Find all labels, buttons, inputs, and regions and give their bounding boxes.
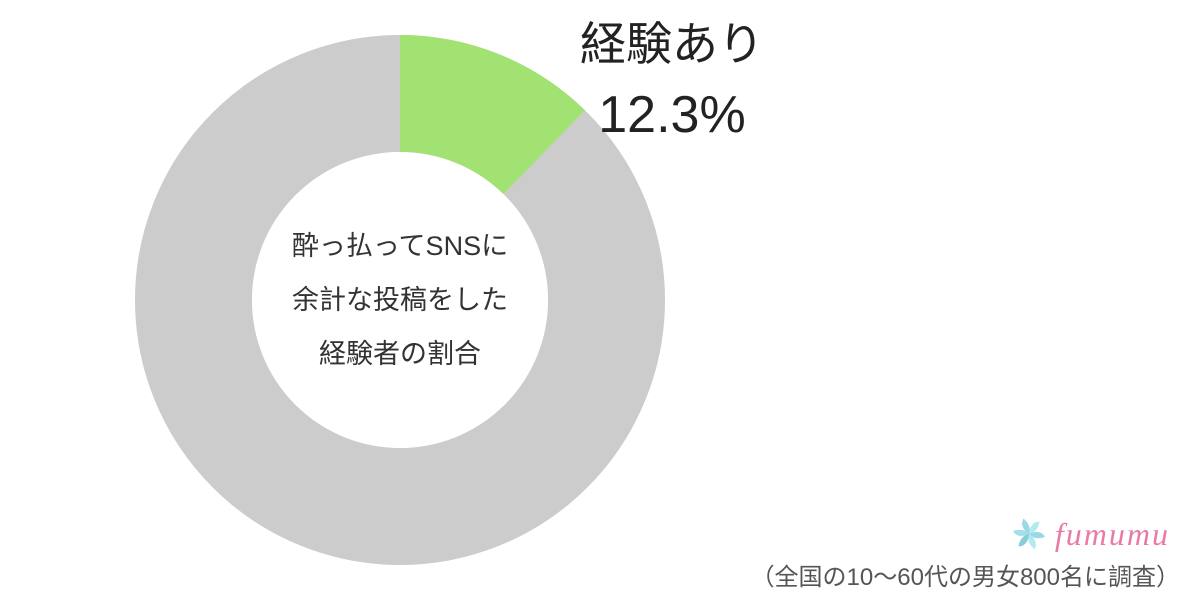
slice-label-group: 経験あり 12.3% — [580, 10, 764, 152]
survey-footnote: （全国の10～60代の男女800名に調査） — [751, 557, 1180, 592]
center-line-2: 余計な投稿をした — [292, 273, 508, 327]
slice-label: 経験あり — [580, 10, 764, 79]
brand-logo-text: fumumu — [1055, 516, 1170, 553]
pinwheel-icon — [1009, 514, 1049, 554]
brand-logo: fumumu — [1009, 514, 1170, 554]
slice-percent: 12.3% — [580, 79, 764, 152]
center-line-3: 経験者の割合 — [319, 327, 481, 381]
center-line-1: 酔っ払ってSNSに — [292, 219, 508, 273]
